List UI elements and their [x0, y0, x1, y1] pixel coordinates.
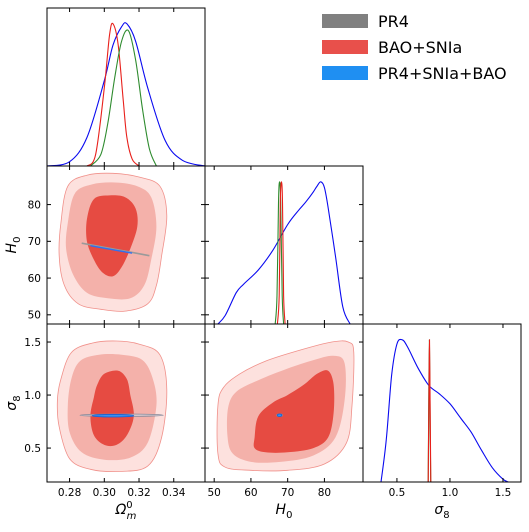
marginal-line-PR4+SNIa+BAO	[47, 22, 205, 166]
xlabel-sigma8-base: σ	[434, 502, 444, 518]
legend-label-1: BAO+SNIa	[378, 38, 462, 57]
contour-inner	[253, 370, 335, 453]
contour-layer	[56, 172, 355, 472]
legend-swatch-0	[322, 14, 368, 28]
panel-H0_vs_omega_m	[58, 172, 168, 312]
legend-swatch-1	[322, 40, 368, 54]
ylabel-h0-base: H	[4, 242, 20, 253]
marginal-line-PR4+SNIa+BAO	[217, 181, 351, 324]
marginal-line-BAO+SNIa	[427, 339, 432, 482]
frame-2-2	[362, 323, 522, 483]
x-tick-label: 0.30	[93, 487, 116, 499]
contour-inner	[86, 195, 138, 277]
x-tick-label: 0.28	[58, 487, 81, 499]
overlay-PR4+SNIa+BAO	[90, 245, 133, 254]
y-tick-label: 60	[28, 273, 41, 285]
tick-layer: 0.28 0.30 0.32 0.34 50 60 70 80 0.5 1.0 1.5 50 60 70 8…	[24, 8, 511, 499]
marginal-H0	[217, 181, 351, 324]
legend-swatch-2	[322, 66, 368, 80]
overlay-PR4+SNIa+BAO	[276, 413, 283, 417]
y-tick-label: 70	[28, 236, 41, 248]
xlabel-omega-m: Ω0 m	[115, 500, 137, 522]
panel-sigma8_vs_H0	[216, 340, 355, 472]
x-tick-label: 0.32	[127, 487, 150, 499]
y-tick-label: 50	[28, 310, 41, 322]
y-tick-label: 0.5	[24, 443, 41, 455]
xlabel-omega-m-base: Ω	[115, 502, 127, 518]
contour-inner	[90, 370, 134, 447]
xlabel-sigma8: σ8	[434, 502, 449, 521]
panel-sigma8_vs_omega_m	[56, 340, 168, 472]
xlabel-sigma8-sub: 8	[443, 510, 449, 521]
xlabel-h0: H0	[276, 502, 293, 521]
frame-0-0	[46, 7, 206, 167]
ylabel-sigma8: σ8	[4, 395, 23, 410]
marginal-line-BAO+SNIa	[276, 181, 286, 324]
legend-label-2: PR4+SNIa+BAO	[378, 64, 507, 83]
x-tick-label: 0.5	[389, 487, 406, 499]
ylabel-sigma8-base: σ	[4, 401, 20, 411]
marginal-line-PR4	[274, 181, 285, 324]
x-tick-label: 1.5	[495, 487, 512, 499]
overlay-PR4+SNIa+BAO	[91, 414, 135, 418]
x-tick-label: 0.34	[162, 487, 186, 499]
marginal-line-PR4+SNIa+BAO	[380, 338, 509, 482]
panel-frames	[46, 7, 522, 483]
legend-label-0: PR4	[378, 12, 409, 31]
y-tick-label: 80	[28, 199, 41, 211]
x-tick-label: 1.0	[442, 487, 459, 499]
x-tick-label: 70	[281, 487, 294, 499]
x-tick-label: 60	[244, 487, 257, 499]
y-tick-label: 1.5	[24, 337, 41, 349]
marginal-line-PR4	[89, 29, 157, 166]
overlay-PR4	[81, 242, 150, 257]
marginal-sigma8	[380, 338, 509, 482]
xlabel-h0-sub: 0	[286, 510, 292, 521]
x-tick-label: 50	[207, 487, 220, 499]
line-layer	[47, 22, 509, 482]
y-tick-label: 1.0	[24, 390, 41, 402]
marginal-omega_m	[47, 22, 205, 166]
legend: PR4 BAO+SNIa PR4+SNIa+BAO	[322, 12, 507, 83]
x-tick-label: 80	[318, 487, 331, 499]
marginal-line-BAO+SNIa	[86, 22, 140, 166]
ylabel-h0: H0	[4, 237, 23, 254]
ylabel-h0-sub: 0	[12, 237, 23, 243]
ylabel-sigma8-sub: 8	[12, 395, 23, 401]
xlabel-h0-base: H	[276, 502, 287, 518]
xlabel-omega-m-sub: m	[127, 511, 137, 522]
xlabel-omega-m-sup: 0	[126, 500, 132, 511]
